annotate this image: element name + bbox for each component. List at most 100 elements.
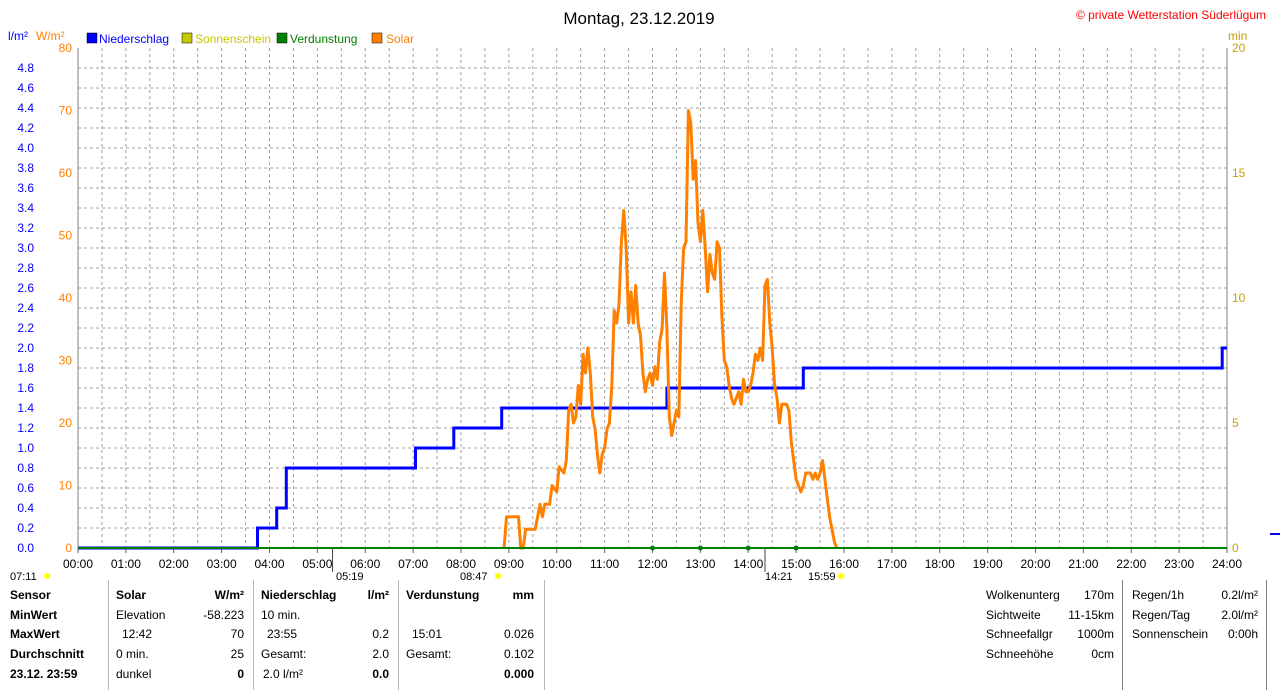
precip-tick-label: 3.2 xyxy=(17,221,34,235)
precip-tick-label: 4.4 xyxy=(17,101,34,115)
x-tick-label: 02:00 xyxy=(159,557,189,571)
precip-tick-label: 2.8 xyxy=(17,261,34,275)
cloud-label-3: Schneehöhe xyxy=(986,647,1054,661)
sun-tick-label: 15 xyxy=(1232,166,1246,180)
chart-labels: 00:00 01:00 02:00 03:00 04:00 05:00 06:00 07:00… xyxy=(17,41,1245,571)
legend-swatch-sonnenschein xyxy=(181,32,193,44)
x-tick-label: 14:00 xyxy=(733,557,763,571)
chart-title: Montag, 23.12.2019 xyxy=(563,9,714,28)
precip-tick-label: 2.0 xyxy=(17,341,34,355)
annotation-sunset-dot xyxy=(838,573,844,579)
cloud-label-2: Schneefallgr xyxy=(986,627,1053,641)
x-tick-label: 15:00 xyxy=(781,557,811,571)
table-divider-3 xyxy=(398,580,399,690)
row-label-sensor: Sensor xyxy=(10,588,51,602)
precip-max-value: 0.2 xyxy=(372,627,389,641)
x-tick-label: 12:00 xyxy=(637,557,667,571)
precip-tick-label: 4.0 xyxy=(17,141,34,155)
evap-cur-value: 0.000 xyxy=(503,667,534,681)
x-tick-label: 16:00 xyxy=(829,557,859,571)
cloud-value-1: 11-15km xyxy=(1068,608,1114,622)
precip-tick-label: 1.2 xyxy=(17,421,34,435)
table-divider-2 xyxy=(253,580,254,690)
precip-tick-label: 0.8 xyxy=(17,461,34,475)
copyright-note: © private Wetterstation Süderlügum xyxy=(1076,8,1266,22)
solar-avg-value: 25 xyxy=(230,647,244,661)
solar-tick-label: 20 xyxy=(59,416,73,430)
precip-avg-value: 2.0 xyxy=(372,647,389,661)
stats-row-labels: Sensor MinWert MaxWert Durchschnitt 23.1… xyxy=(10,588,106,688)
precip-header: Niederschlag xyxy=(261,588,337,602)
x-tick-label: 05:00 xyxy=(302,557,332,571)
evap-unit: mm xyxy=(512,588,534,602)
precip-cur-value: 0.0 xyxy=(372,667,389,681)
precip-tick-label: 0.4 xyxy=(17,501,34,515)
solar-tick-label: 80 xyxy=(59,41,73,55)
rain-value-2: 0:00h xyxy=(1227,627,1258,641)
row-label-avg: Durchschnitt xyxy=(10,647,85,661)
left-unit-precip: l/m² xyxy=(8,29,28,43)
table-divider-5 xyxy=(1122,580,1123,690)
solar-cur-label: dunkel xyxy=(116,667,152,681)
precip-tick-label: 1.0 xyxy=(17,441,34,455)
sun-tick-label: 10 xyxy=(1232,291,1246,305)
x-tick-label: 17:00 xyxy=(877,557,907,571)
precip-tick-label: 1.8 xyxy=(17,361,34,375)
solar-max-value: 70 xyxy=(230,627,244,641)
evap-header: Verdunstung xyxy=(406,588,480,602)
x-tick-label: 08:00 xyxy=(446,557,476,571)
x-tick-label: 07:00 xyxy=(398,557,428,571)
precip-tick-label: 4.8 xyxy=(17,61,34,75)
stats-solar: Solar W/m² Elevation -58.223 12:42 70 0 … xyxy=(116,588,248,688)
rain-label-1: Regen/Tag xyxy=(1132,608,1191,622)
precip-tick-label: 2.6 xyxy=(17,281,34,295)
annotation-dawn: 05:19 xyxy=(336,571,364,583)
precip-tick-label: 3.8 xyxy=(17,161,34,175)
row-label-max: MaxWert xyxy=(10,627,60,641)
rain-label-0: Regen/1h xyxy=(1132,588,1185,602)
stats-precip: Niederschlag l/m² 10 min. 23:55 0.2 Gesa… xyxy=(261,588,391,688)
x-tick-label: 23:00 xyxy=(1164,557,1194,571)
series-marker-verdunstung xyxy=(650,545,655,551)
cloud-value-2: 1000m xyxy=(1077,627,1114,641)
table-divider-6 xyxy=(1266,580,1267,690)
rain-label-2: Sonnenschein xyxy=(1132,627,1209,641)
precip-tick-label: 0.2 xyxy=(17,521,34,535)
annotation-sun-end: 14:21 xyxy=(765,571,793,583)
sun-tick-label: 0 xyxy=(1232,541,1239,555)
series-marker-verdunstung xyxy=(697,545,703,551)
weather-chart: 00:00 01:00 02:00 03:00 04:00 05:00 06:00 07:00… xyxy=(8,8,1280,583)
solar-tick-label: 60 xyxy=(59,166,73,180)
precip-tick-label: 1.4 xyxy=(17,401,34,415)
chart-grid xyxy=(78,48,1227,548)
x-tick-label: 01:00 xyxy=(111,557,141,571)
x-tick-label: 09:00 xyxy=(494,557,524,571)
chart-series xyxy=(78,109,1280,551)
solar-avg-label: 0 min. xyxy=(116,647,149,661)
x-tick-label: 00:00 xyxy=(63,557,93,571)
cloud-value-3: 0cm xyxy=(1091,647,1114,661)
annotation-sunrise-dot xyxy=(44,573,50,579)
series-marker-verdunstung xyxy=(745,545,751,551)
solar-unit: W/m² xyxy=(214,588,244,602)
legend: Niederschlag Sonnenschein Verdunstung So… xyxy=(86,32,414,46)
solar-max-label: 12:42 xyxy=(122,627,153,641)
x-tick-label: 06:00 xyxy=(350,557,380,571)
row-label-min: MinWert xyxy=(10,608,58,622)
series-line-solar xyxy=(502,109,839,550)
precip-cur-label: 2.0 l/m² xyxy=(263,667,304,681)
solar-tick-label: 10 xyxy=(59,479,73,493)
series-line-niederschlag xyxy=(78,346,1227,550)
precip-max-label: 23:55 xyxy=(267,627,298,641)
solar-min-label: Elevation xyxy=(116,608,166,622)
x-tick-label: 22:00 xyxy=(1116,557,1146,571)
evap-avg-label: Gesamt: xyxy=(406,647,452,661)
legend-swatch-niederschlag xyxy=(86,32,98,44)
rain-value-1: 2.0l/m² xyxy=(1221,608,1258,622)
time-annotations: 07:11 05:19 08:47 14:21 15:59 xyxy=(10,571,844,583)
solar-tick-label: 40 xyxy=(59,291,73,305)
annotation-sunset: 15:59 xyxy=(808,571,836,583)
x-tick-label: 20:00 xyxy=(1020,557,1050,571)
precip-tick-label: 3.4 xyxy=(17,201,34,215)
x-tick-label: 13:00 xyxy=(685,557,715,571)
